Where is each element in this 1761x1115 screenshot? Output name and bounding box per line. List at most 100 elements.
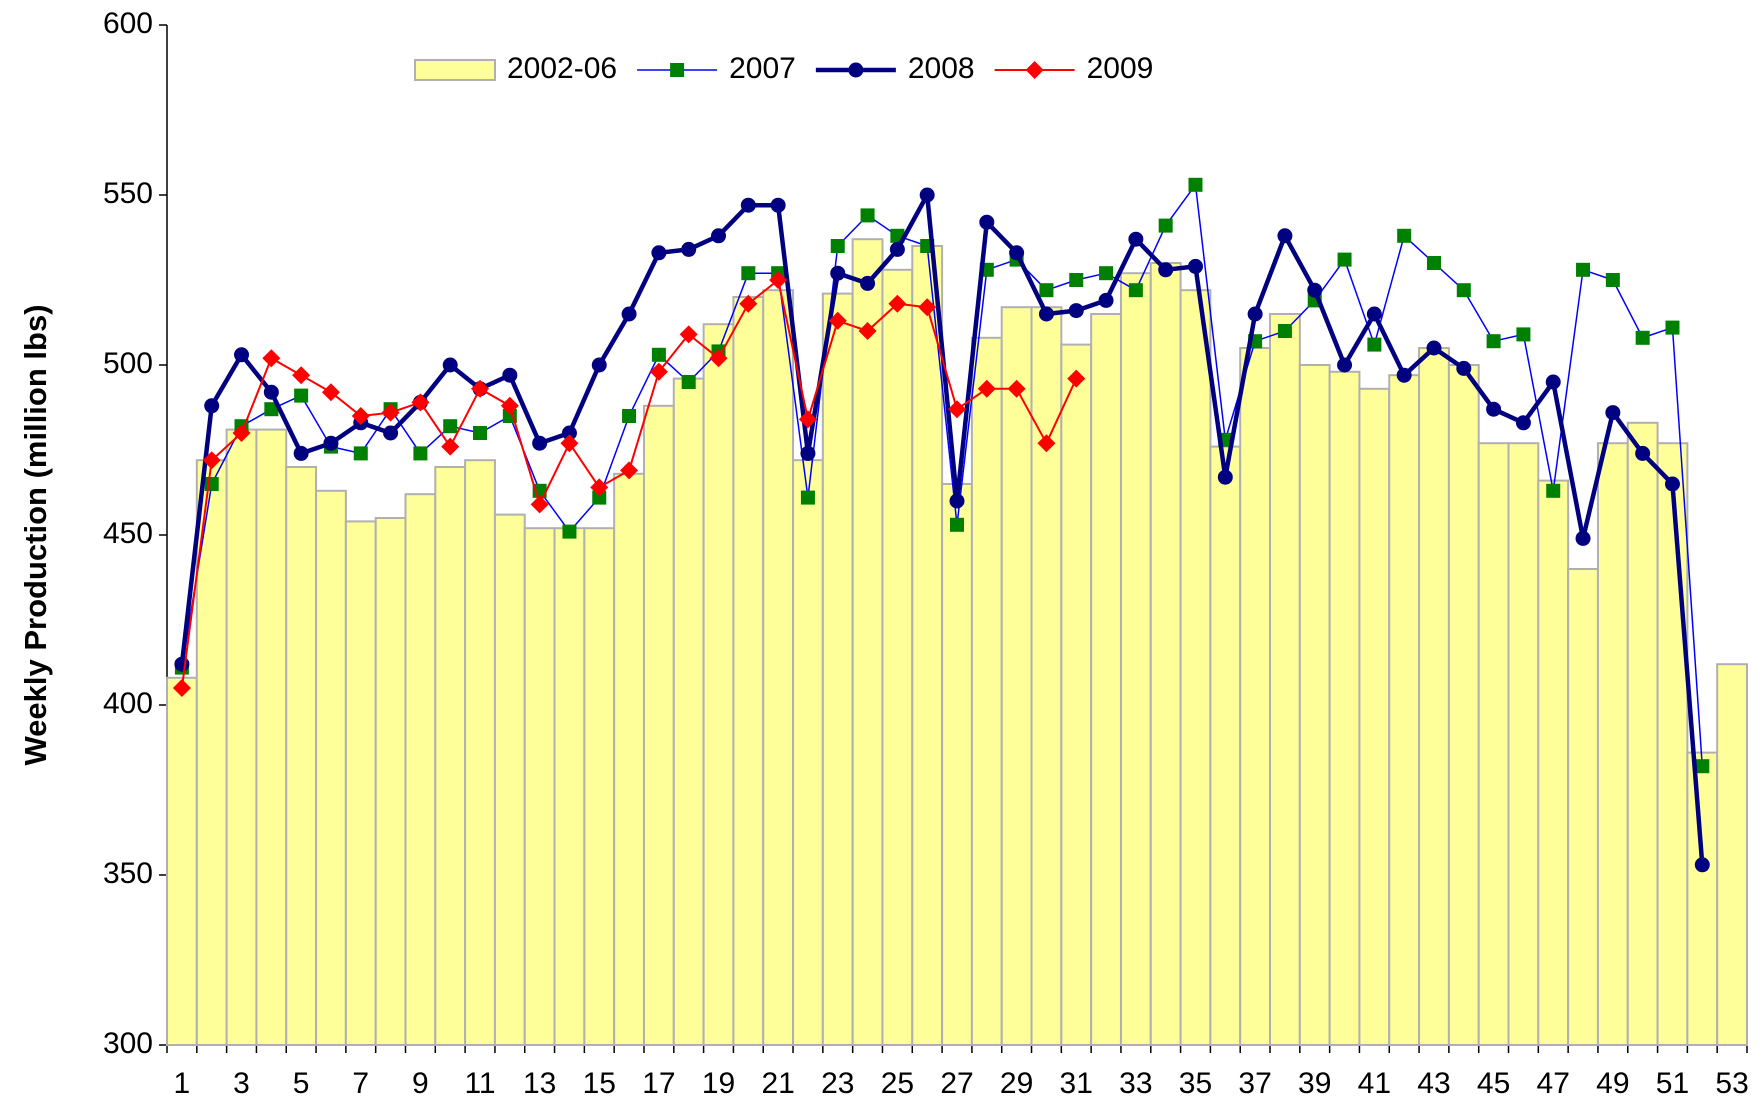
marker <box>1025 61 1044 79</box>
marker <box>1247 306 1263 322</box>
marker <box>679 325 698 344</box>
marker <box>1099 266 1114 281</box>
marker <box>411 393 430 412</box>
marker <box>622 409 637 423</box>
marker <box>204 398 220 414</box>
marker <box>292 366 311 385</box>
marker <box>1067 369 1086 388</box>
marker <box>560 434 579 453</box>
line <box>181 184 1704 767</box>
y-tick-label: 600 <box>103 7 153 40</box>
legend-label: 2002-06 <box>507 52 617 85</box>
marker <box>1397 228 1412 243</box>
x-tick-label: 9 <box>412 1067 429 1100</box>
marker <box>1635 445 1651 461</box>
bar <box>732 296 765 1046</box>
x-tick-label: 41 <box>1358 1067 1391 1100</box>
bar <box>1626 421 1659 1046</box>
marker <box>1337 252 1352 267</box>
bar <box>762 289 795 1046</box>
marker <box>741 266 756 281</box>
marker <box>1694 857 1710 873</box>
x-tick-label: 13 <box>523 1067 556 1100</box>
marker <box>1426 340 1442 356</box>
marker <box>294 388 309 403</box>
bar <box>464 459 496 1046</box>
y-tick-label: 300 <box>103 1027 153 1060</box>
marker <box>1486 334 1501 349</box>
marker <box>1605 405 1621 421</box>
bar <box>404 493 437 1046</box>
marker <box>351 407 370 425</box>
marker <box>293 445 309 461</box>
bar <box>344 520 377 1046</box>
bar <box>1477 442 1510 1046</box>
bar <box>1358 387 1391 1046</box>
y-tick-label: 400 <box>103 687 153 720</box>
marker <box>234 347 250 363</box>
bar <box>1418 347 1450 1046</box>
marker <box>1426 256 1441 270</box>
y-tick-label: 350 <box>103 857 153 890</box>
bar <box>672 377 705 1047</box>
y-tick-label: 450 <box>103 517 153 550</box>
marker <box>769 271 788 289</box>
marker <box>1664 476 1680 492</box>
bar <box>642 404 675 1046</box>
bar <box>1119 272 1152 1046</box>
marker <box>413 446 428 461</box>
bar <box>911 245 944 1046</box>
x-tick-label: 49 <box>1596 1067 1629 1100</box>
marker <box>1516 327 1531 342</box>
x-tick-label: 39 <box>1298 1067 1331 1100</box>
marker <box>1605 273 1620 287</box>
marker <box>1366 306 1382 322</box>
bar <box>970 336 1003 1046</box>
bar <box>1179 289 1212 1046</box>
marker <box>562 524 577 539</box>
marker <box>860 208 875 223</box>
marker <box>530 495 549 514</box>
bar <box>1298 364 1331 1046</box>
marker <box>1158 262 1174 278</box>
marker <box>739 294 758 313</box>
marker <box>681 375 696 389</box>
bar <box>881 268 914 1046</box>
marker <box>381 403 400 422</box>
marker <box>651 245 667 261</box>
legend-swatch <box>414 59 496 81</box>
bar <box>1328 370 1361 1046</box>
marker <box>889 241 905 257</box>
marker <box>979 214 995 230</box>
marker <box>1515 415 1531 431</box>
marker <box>202 451 221 470</box>
bar <box>553 527 586 1046</box>
bar <box>1269 313 1301 1046</box>
x-tick-label: 43 <box>1417 1067 1450 1100</box>
marker <box>1486 401 1502 417</box>
marker <box>442 357 458 373</box>
marker <box>321 383 340 402</box>
marker <box>830 265 846 281</box>
bar <box>821 292 854 1047</box>
x-tick-label: 5 <box>293 1067 310 1100</box>
x-tick-label: 51 <box>1656 1067 1689 1100</box>
bar <box>941 483 973 1046</box>
marker <box>262 349 281 368</box>
marker <box>353 446 368 461</box>
marker <box>532 435 548 451</box>
legend-label: 2009 <box>1087 52 1154 85</box>
marker <box>1007 379 1026 398</box>
marker <box>1337 357 1353 373</box>
legend-label: 2008 <box>908 52 975 85</box>
marker <box>502 367 518 383</box>
marker <box>443 419 458 434</box>
bar <box>1388 374 1421 1046</box>
marker <box>651 347 666 362</box>
bar <box>702 323 735 1046</box>
bar <box>1239 347 1272 1046</box>
bar <box>374 517 407 1046</box>
bar <box>1537 479 1570 1047</box>
marker <box>740 197 756 213</box>
